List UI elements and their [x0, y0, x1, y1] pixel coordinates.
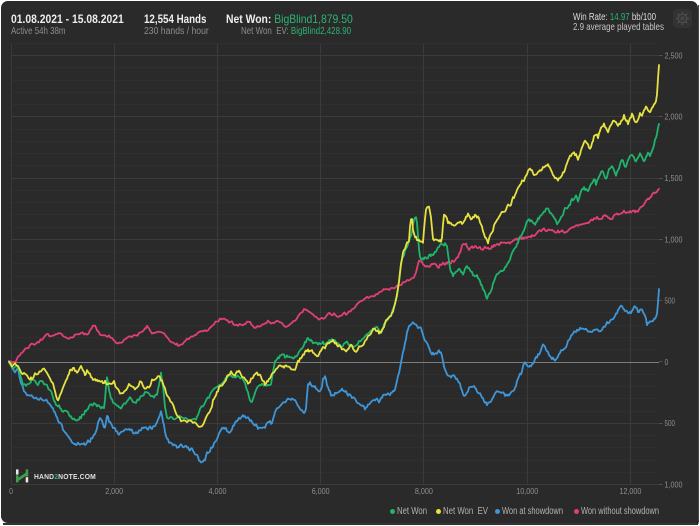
svg-text:500: 500: [665, 419, 676, 428]
svg-text:2,000: 2,000: [105, 487, 123, 496]
svg-text:10,000: 10,000: [516, 487, 538, 496]
svg-text:0: 0: [665, 358, 669, 367]
svg-text:6,000: 6,000: [312, 487, 330, 496]
svg-text:1,000: 1,000: [665, 235, 683, 244]
svg-text:8,000: 8,000: [415, 487, 433, 496]
svg-text:0: 0: [9, 487, 13, 496]
svg-text:2,000: 2,000: [665, 113, 683, 122]
svg-text:500: 500: [665, 297, 676, 306]
svg-text:12,000: 12,000: [619, 487, 641, 496]
svg-text:1,000: 1,000: [665, 481, 683, 490]
svg-text:4,000: 4,000: [209, 487, 227, 496]
svg-text:1,500: 1,500: [665, 174, 683, 183]
svg-text:2,500: 2,500: [665, 51, 683, 60]
